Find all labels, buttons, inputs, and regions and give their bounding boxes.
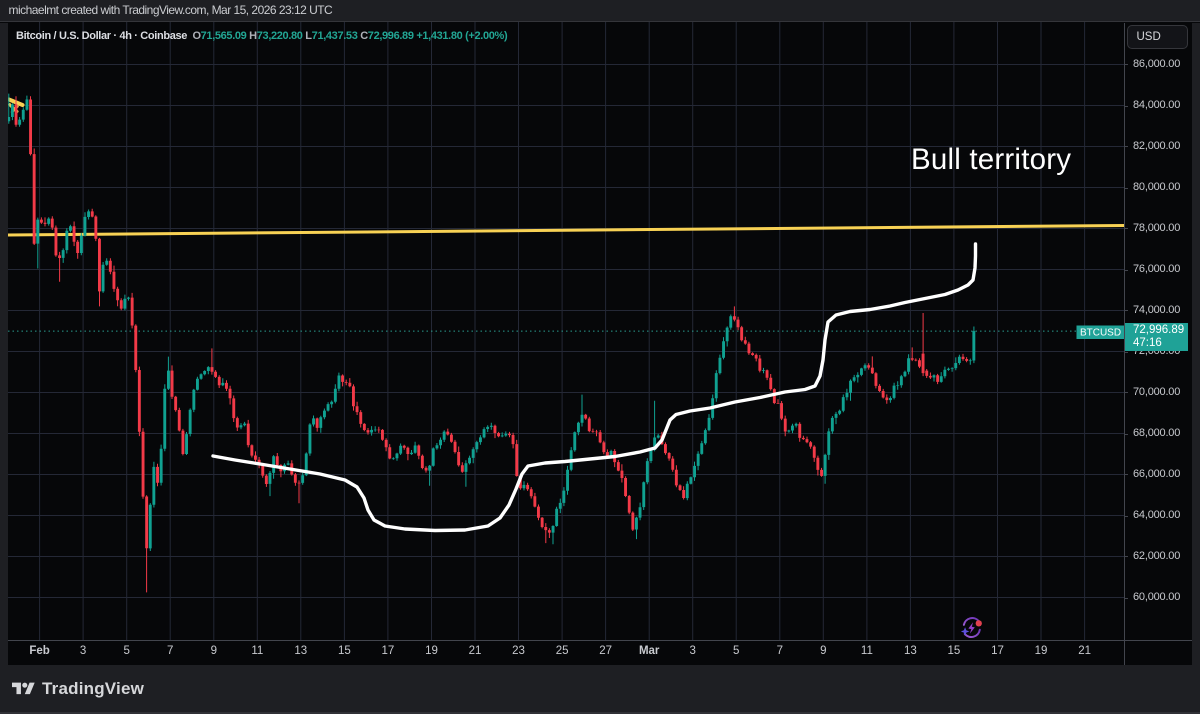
svg-text:BTCUSD: BTCUSD bbox=[1080, 328, 1121, 339]
